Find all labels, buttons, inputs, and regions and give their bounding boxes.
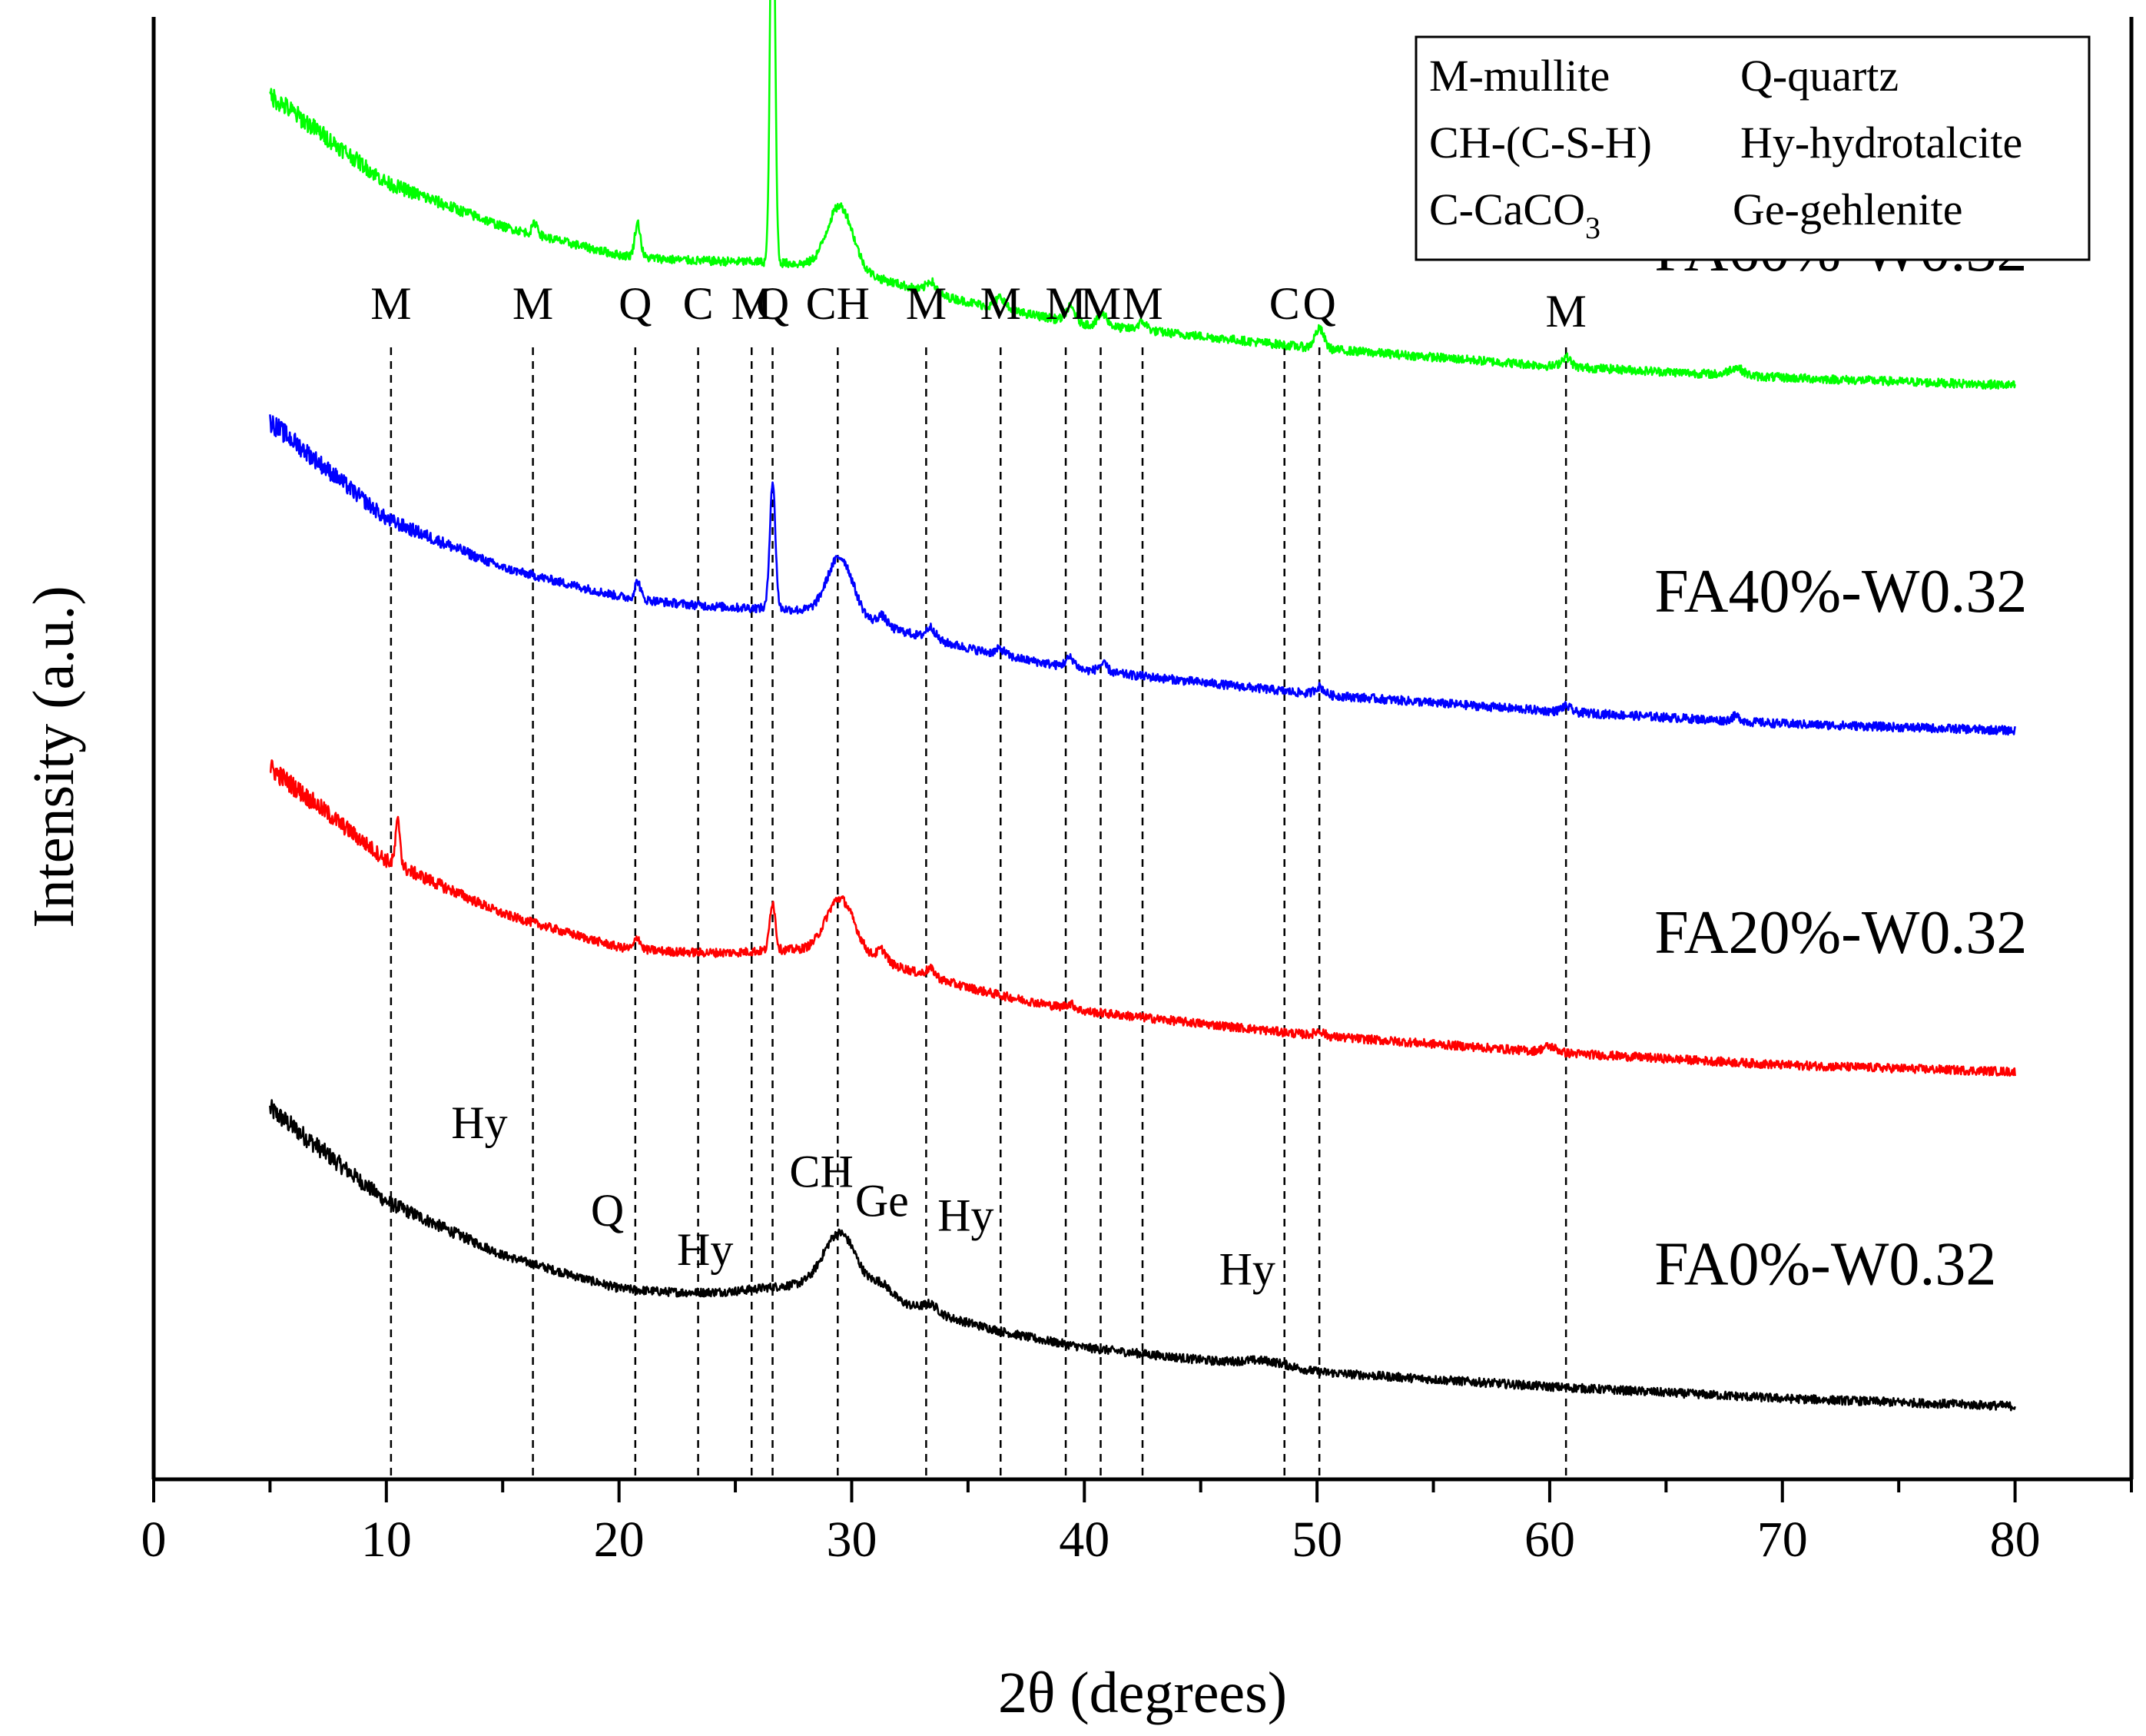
reference-label: M <box>1122 278 1163 329</box>
series-label: FA20%-W0.32 <box>1654 899 2027 967</box>
series-line-fa40-w0-32 <box>269 414 2016 736</box>
reference-label: Q <box>619 278 652 329</box>
peak-annotation: Ge <box>855 1175 909 1226</box>
peak-annotation: Hy <box>677 1224 733 1275</box>
legend-caco3: C-CaCO3 <box>1429 184 1600 245</box>
y-axis-title: Intensity (a.u.) <box>22 586 86 928</box>
reference-label: CH <box>806 278 870 329</box>
x-tick-label: 10 <box>361 1512 412 1568</box>
series-label: FA40%-W0.32 <box>1654 558 2027 626</box>
reference-lines <box>390 347 1567 1479</box>
x-tick-label: 60 <box>1524 1512 1575 1568</box>
series-label: FA0%-W0.32 <box>1654 1230 1996 1298</box>
x-tick-label: 80 <box>1990 1512 2041 1568</box>
reference-label: C <box>1269 278 1300 329</box>
series-line-fa60-w0-32 <box>269 0 2016 390</box>
x-tick-label: 70 <box>1757 1512 1808 1568</box>
peak-annotation: Hy <box>451 1097 507 1148</box>
legend-caco3-subscript: 3 <box>1585 211 1600 245</box>
legend-quartz: Q-quartz <box>1740 51 1899 101</box>
legend-hydrotalcite: Hy-hydrotalcite <box>1740 118 2022 168</box>
reference-label: Q <box>756 278 789 329</box>
legend-box: M-mullite Q-quartz CH-(C-S-H) Hy-hydrota… <box>1415 35 2091 261</box>
plot-frame <box>151 17 2134 1482</box>
x-axis-title: 2θ (degrees) <box>998 1661 1287 1725</box>
peak-annotation: CH <box>789 1146 853 1197</box>
series-group <box>269 0 2016 1412</box>
reference-label: M <box>980 278 1021 329</box>
reference-labels: M M Q C MQ CH M M MM M C Q M <box>370 278 1587 337</box>
reference-label: M <box>731 278 772 329</box>
legend-csh: CH-(C-S-H) <box>1429 118 1652 168</box>
reference-label: M <box>1080 278 1121 329</box>
x-axis-ticks: 0 10 20 30 40 50 60 70 80 <box>141 1479 2133 1568</box>
reference-label: M <box>906 278 947 329</box>
series-line-fa0-w0-32 <box>269 1099 2016 1412</box>
x-tick-label: 20 <box>594 1512 645 1568</box>
legend-gehlenite: Ge-gehlenite <box>1733 184 1963 234</box>
series-line-fa20-w0-32 <box>269 759 2016 1077</box>
peak-annotation: Q <box>591 1185 624 1236</box>
legend-border <box>1415 35 2091 261</box>
legend-caco3-main: C-CaCO <box>1429 184 1585 234</box>
legend-mullite: M-mullite <box>1429 51 1610 101</box>
reference-label: M <box>1545 286 1586 337</box>
reference-label: M <box>1045 278 1086 329</box>
x-tick-label: 30 <box>826 1512 877 1568</box>
reference-label: Q <box>1302 278 1335 329</box>
x-tick-label: 0 <box>141 1512 167 1568</box>
reference-label: C <box>683 278 714 329</box>
reference-label: M <box>370 278 411 329</box>
reference-label: M <box>512 278 553 329</box>
peak-annotation: Hy <box>937 1190 993 1240</box>
x-tick-label: 50 <box>1292 1512 1342 1568</box>
x-tick-label: 40 <box>1059 1512 1109 1568</box>
peak-annotation: Hy <box>1219 1243 1275 1294</box>
